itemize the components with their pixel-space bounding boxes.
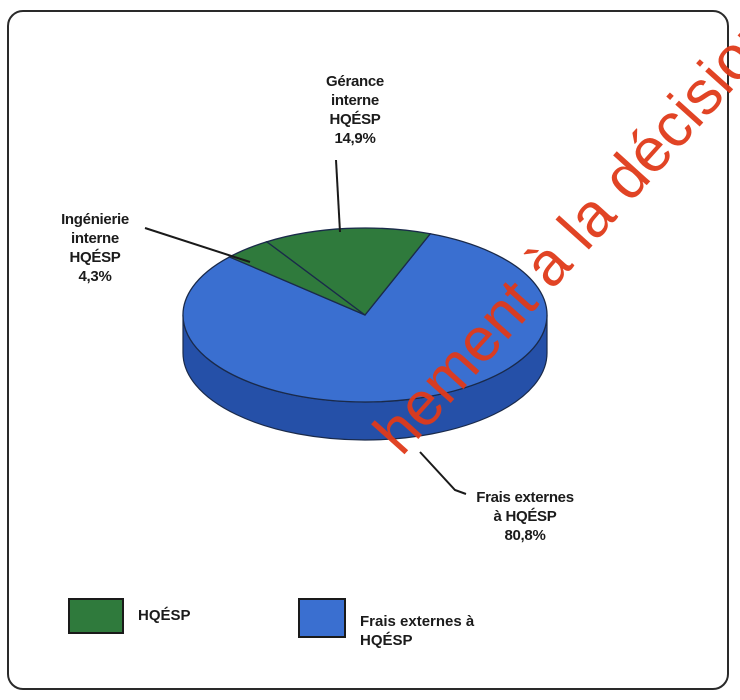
leader-frais [419,451,467,495]
label-ingenierie-line-4: 4,3% [78,268,112,285]
leader-gerance [335,159,341,233]
label-gerance: Gérance interne HQÉSP 14,9% [300,72,410,148]
legend-item-frais-externes: Frais externes à HQÉSP [298,598,474,650]
label-gerance-line-1: Gérance [326,73,384,90]
legend-label-frais: Frais externes à HQÉSP [360,612,474,650]
legend-label-frais-line-1: Frais externes à [360,613,475,630]
pie-slice-2 [265,227,432,316]
legend-label-frais-line-2: HQÉSP [360,632,413,649]
label-ingenierie-line-1: Ingénierie [61,211,129,228]
label-frais-line-3: 80,8% [504,527,546,544]
label-gerance-line-4: 14,9% [334,130,376,147]
legend-swatch-green [68,598,124,634]
label-gerance-line-2: interne [331,92,379,109]
label-frais-line-1: Frais externes [476,489,574,506]
label-frais-externes: Frais externes à HQÉSP 80,8% [465,488,585,545]
leader-ingenierie [144,227,251,263]
legend-swatch-blue [298,598,346,638]
legend-label-hqesp: HQÉSP [138,607,191,624]
label-ingenierie: Ingénierie interne HQÉSP 4,3% [40,210,150,286]
label-frais-line-2: à HQÉSP [493,508,557,525]
legend-item-hqesp: HQÉSP [68,598,191,634]
label-ingenierie-line-3: HQÉSP [69,249,121,266]
pie-slice-0 [182,233,548,403]
label-ingenierie-line-2: interne [71,230,119,247]
label-gerance-line-3: HQÉSP [329,111,381,128]
